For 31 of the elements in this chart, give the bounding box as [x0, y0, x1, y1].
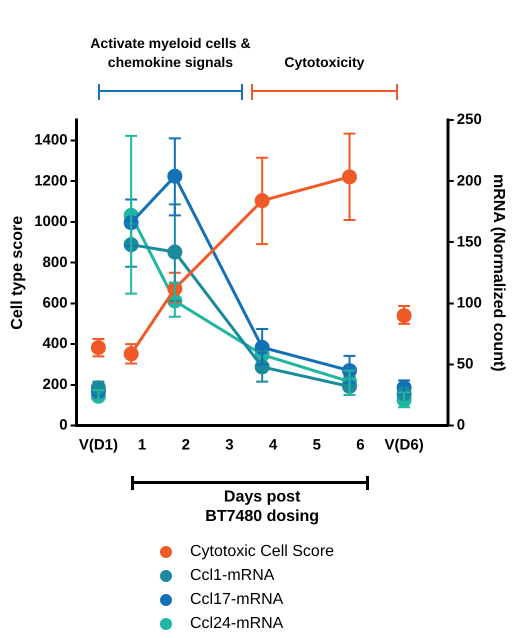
x-tick-label: 1	[138, 436, 146, 454]
legend-label: Ccl1-mRNA	[190, 567, 274, 585]
y-axis-title: Cell type score	[9, 216, 26, 330]
legend-label: Cytotoxic Cell Score	[190, 543, 334, 561]
y-tick-label: 600	[42, 294, 68, 312]
x-tick-label: 3	[225, 436, 234, 454]
x-axis-title: Days post BT7480 dosing	[205, 488, 320, 525]
y2-axis-title: mRNA (Normalized count)	[490, 174, 507, 372]
y-tick-label: 1200	[34, 172, 68, 190]
y2-tick-label: 250	[456, 111, 482, 128]
x-tick-label: V(D1)	[78, 436, 118, 454]
y2-tick-label: 100	[456, 294, 482, 312]
y-tick-label: 1000	[34, 213, 68, 230]
x-tick-label: 6	[356, 436, 365, 454]
legend-label: Ccl24-mRNA	[190, 615, 284, 633]
y2-tick-label: 50	[456, 356, 474, 373]
y-tick-label: 1400	[34, 132, 68, 149]
y2-tick-label: 0	[456, 416, 466, 434]
y2-tick-label: 200	[456, 172, 482, 190]
y2-tick-label: 150	[456, 233, 482, 250]
y-tick-label: 800	[42, 254, 68, 271]
x-tick-label: 4	[268, 436, 278, 454]
text: Activate myeloid cells & chemokine signals	[89, 34, 252, 72]
y-tick-label: 0	[59, 416, 68, 434]
x-tick-label: 2	[182, 436, 190, 454]
text: Cytotoxicity	[283, 53, 366, 72]
y-tick-label: 400	[42, 335, 68, 352]
x-tick-label: V(D6)	[384, 436, 424, 454]
legend-label: Ccl17-mRNA	[190, 591, 284, 609]
y-tick-label: 200	[42, 376, 68, 393]
x-tick-label: 5	[312, 436, 321, 454]
